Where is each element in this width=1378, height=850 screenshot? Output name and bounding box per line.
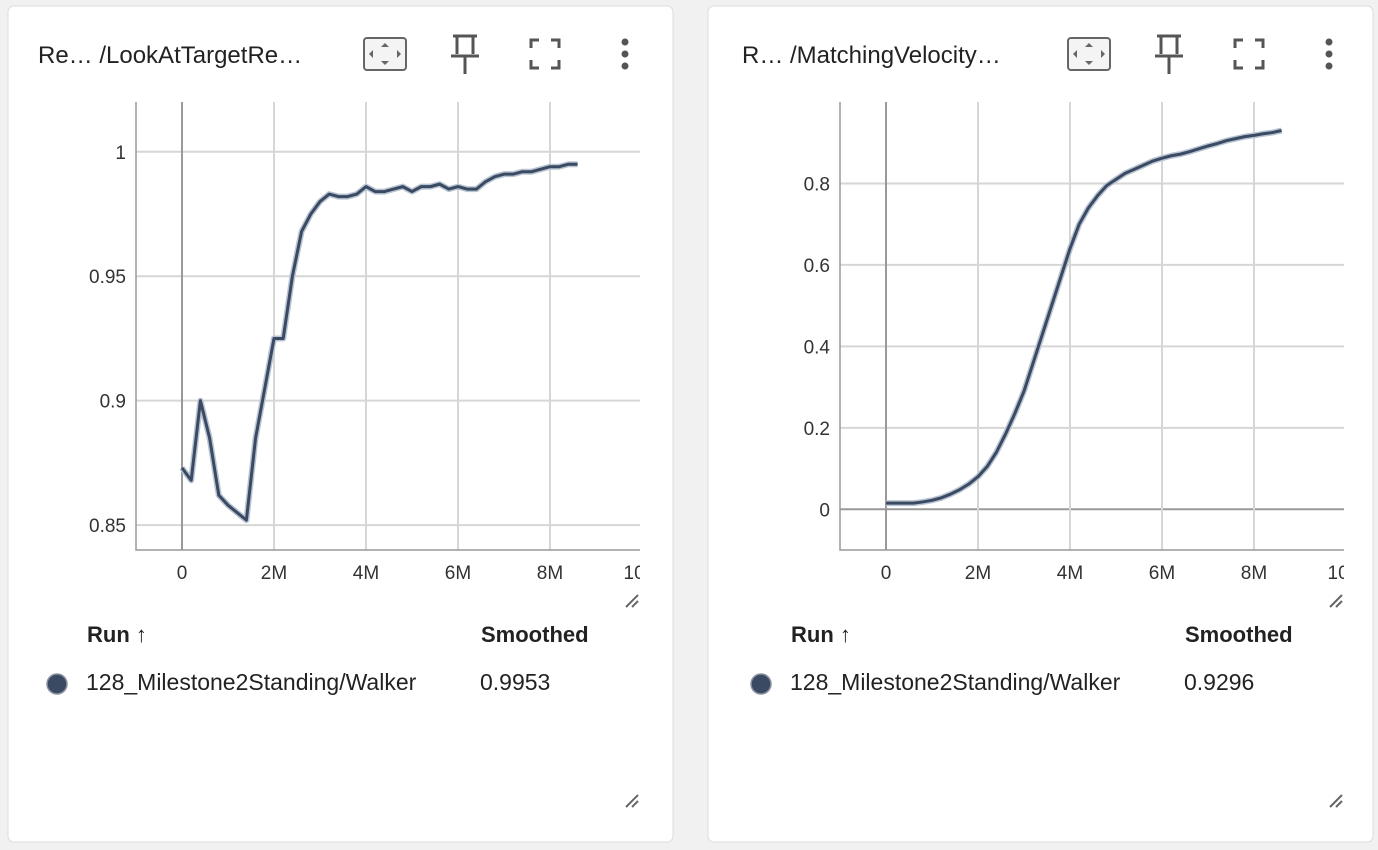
x-tick-label: 8M (1241, 563, 1267, 584)
x-tick-label: 6M (445, 563, 471, 584)
pin-button[interactable] (1155, 34, 1183, 74)
resize-handle[interactable] (625, 594, 639, 808)
x-tick-label: 0 (881, 563, 892, 584)
x-tick-label: 8M (537, 563, 563, 584)
run-header: Run ↑ (87, 622, 147, 647)
x-tick-label: 10M (624, 563, 661, 584)
smoothed-header: Smoothed (481, 622, 589, 647)
y-tick-label: 0.85 (89, 516, 126, 537)
line (886, 129, 1282, 505)
x-tick-label: 2M (261, 563, 287, 584)
y-tick-label: 0.8 (804, 174, 830, 195)
smoothed-value: 0.9296 (1184, 669, 1254, 695)
toolbar (1067, 34, 1343, 808)
menu-button[interactable] (621, 38, 629, 70)
grid (840, 102, 1344, 550)
run-header: Run ↑ (791, 622, 851, 647)
y-tick-label: 0.4 (804, 337, 831, 358)
fit-domain-button[interactable] (363, 37, 407, 71)
run-name: 128_Milestone2Standing/Walker (790, 669, 1121, 695)
y-tick-label: 0.95 (89, 267, 126, 288)
resize-handle[interactable] (1329, 594, 1343, 808)
grid (136, 102, 640, 550)
y-tick-label: 1 (115, 143, 126, 164)
pin-button[interactable] (451, 34, 479, 74)
y-tick-label: 0.2 (804, 419, 830, 440)
fit-domain-button[interactable] (1067, 37, 1111, 71)
card-title: R… /MatchingVelocity… (742, 42, 1001, 69)
x-tick-labels: 0 2M 4M 6M 8M 10M (177, 563, 661, 584)
run-color (750, 673, 772, 695)
fullscreen-button[interactable] (529, 38, 561, 70)
x-tick-label: 6M (1149, 563, 1175, 584)
x-tick-label: 4M (353, 563, 379, 584)
toolbar (363, 34, 639, 808)
smoothed-header: Smoothed (1185, 622, 1293, 647)
x-tick-label: 2M (965, 563, 991, 584)
card (7, 5, 674, 843)
y-tick-label: 0.6 (804, 256, 830, 277)
x-tick-labels: 0 2M 4M 6M 8M 10M (881, 563, 1365, 584)
axis (839, 102, 1344, 551)
smoothed-value: 0.9953 (480, 669, 550, 695)
plot (179, 161, 578, 524)
run-color (46, 673, 68, 695)
y-tick-label: 0.9 (100, 392, 126, 413)
x-tick-label: 4M (1057, 563, 1083, 584)
fullscreen-button[interactable] (1233, 38, 1265, 70)
axis (135, 102, 640, 551)
line (180, 162, 578, 522)
x-tick-label: 10M (1328, 563, 1365, 584)
menu-button[interactable] (1325, 38, 1333, 70)
card-title: Re… /LookAtTargetRe… (38, 42, 302, 69)
run-name: 128_Milestone2Standing/Walker (86, 669, 417, 695)
plot (886, 127, 1283, 507)
card (707, 5, 1374, 843)
x-tick-label: 0 (177, 563, 188, 584)
y-tick-label: 0 (819, 500, 830, 521)
